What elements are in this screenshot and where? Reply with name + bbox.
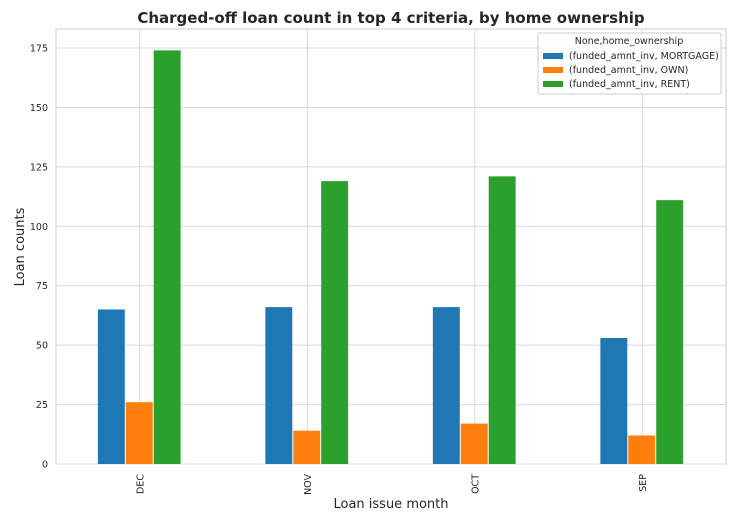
x-tick-label: SEP (638, 474, 649, 492)
bar (153, 50, 181, 465)
bar (656, 200, 684, 465)
bars (97, 50, 684, 465)
legend-label: (funded_amnt_inv, RENT) (569, 79, 690, 90)
bar (488, 176, 516, 464)
y-tick-label: 25 (36, 400, 48, 411)
legend: None,home_ownership (funded_amnt_inv, MO… (537, 32, 722, 95)
y-tick-label: 150 (30, 103, 48, 114)
y-tick-label: 50 (36, 341, 48, 352)
x-tick-label: NOV (303, 474, 314, 495)
legend-title: None,home_ownership (575, 36, 683, 47)
x-tick-labels: DEC NOV OCT SEP (135, 474, 649, 495)
x-axis-label: Loan issue month (333, 497, 448, 512)
y-tick-label: 75 (36, 281, 48, 292)
y-tick-label: 125 (30, 162, 48, 173)
legend-swatch (543, 67, 563, 73)
legend-label: (funded_amnt_inv, MORTGAGE) (569, 51, 719, 62)
y-tick-label: 0 (42, 460, 48, 471)
y-tick-label: 175 (30, 44, 48, 55)
bar (293, 430, 321, 464)
chart-title: Charged-off loan count in top 4 criteria… (137, 9, 645, 27)
bar (265, 307, 293, 464)
bar (460, 423, 488, 464)
bar (628, 435, 656, 464)
bar (321, 181, 349, 464)
y-tick-label: 100 (30, 222, 48, 233)
bar (125, 402, 153, 464)
bar (432, 307, 460, 464)
x-tick-label: OCT (470, 474, 481, 494)
bar (97, 309, 125, 464)
legend-label: (funded_amnt_inv, OWN) (569, 65, 688, 76)
x-tick-label: DEC (135, 474, 146, 494)
bar (600, 338, 628, 464)
legend-swatch (543, 53, 563, 59)
legend-swatch (543, 81, 563, 87)
legend-box (537, 32, 722, 95)
y-tick-labels: 0 25 50 75 100 125 150 175 (30, 44, 48, 471)
y-axis-label: Loan counts (13, 207, 28, 286)
